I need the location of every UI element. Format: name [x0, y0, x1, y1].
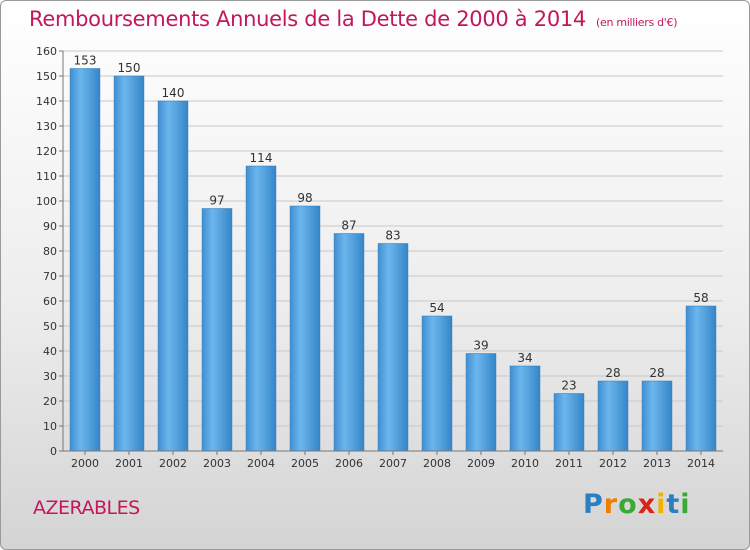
location-name: AZERABLES — [33, 497, 140, 519]
x-tick-label: 2005 — [291, 457, 319, 470]
y-tick-label: 100 — [36, 195, 57, 208]
chart-unit: (en milliers d'€) — [596, 16, 678, 29]
bar-value-label: 97 — [209, 194, 224, 208]
x-tick-label: 2009 — [467, 457, 495, 470]
y-tick-label: 160 — [36, 45, 57, 58]
y-tick-label: 60 — [43, 295, 57, 308]
bar-value-label: 150 — [118, 61, 141, 75]
y-tick-label: 50 — [43, 320, 57, 333]
logo-letter: t — [666, 489, 681, 520]
x-tick-label: 2004 — [247, 457, 275, 470]
y-tick-label: 130 — [36, 120, 57, 133]
x-tick-label: 2007 — [379, 457, 407, 470]
y-axis: 0 10 20 30 40 50 60 70 80 90 100 110 120 130 140 150 160 — [36, 45, 64, 458]
y-tick-label: 10 — [43, 420, 57, 433]
bar — [465, 353, 497, 452]
x-tick-label: 2008 — [423, 457, 451, 470]
y-tick-label: 40 — [43, 345, 57, 358]
bar — [333, 233, 365, 452]
bar-value-label: 87 — [341, 219, 356, 233]
x-axis: 2000 2001 2002 2003 2004 2005 2006 2007 2008 2009… — [63, 450, 723, 470]
y-tick-label: 90 — [43, 220, 57, 233]
x-tick-label: 2010 — [511, 457, 539, 470]
x-tick-label: 2013 — [643, 457, 671, 470]
y-tick-label: 70 — [43, 270, 57, 283]
x-tick-label: 2002 — [159, 457, 187, 470]
y-tick-label: 20 — [43, 395, 57, 408]
logo-letter: i — [656, 489, 667, 520]
bar — [113, 75, 145, 452]
value-labels: 153 150 140 97 114 98 87 83 54 39 34 23 28 28 58 — [74, 54, 709, 393]
bars — [69, 68, 717, 452]
bar — [201, 208, 233, 452]
y-tick-label: 120 — [36, 145, 57, 158]
logo-letter: P — [583, 489, 604, 520]
bar — [69, 68, 101, 452]
bar-value-label: 83 — [385, 229, 400, 243]
bar-value-label: 114 — [250, 151, 273, 165]
x-tick-label: 2006 — [335, 457, 363, 470]
proxiti-logo: Proxiti — [583, 489, 691, 520]
logo-letter: r — [603, 489, 619, 520]
chart-title-text: Remboursements Annuels de la Dette de 20… — [29, 7, 586, 31]
x-tick-label: 2012 — [599, 457, 627, 470]
bar-value-label: 34 — [517, 351, 532, 365]
y-tick-label: 140 — [36, 95, 57, 108]
bar-value-label: 39 — [473, 339, 488, 353]
bar — [289, 205, 321, 452]
logo-letter: o — [618, 489, 638, 520]
bar-value-label: 28 — [649, 366, 664, 380]
chart-title: Remboursements Annuels de la Dette de 20… — [29, 7, 677, 31]
y-tick-label: 110 — [36, 170, 57, 183]
x-tick-label: 2001 — [115, 457, 143, 470]
bar — [553, 393, 585, 452]
bar-value-label: 28 — [605, 366, 620, 380]
bar-value-label: 54 — [429, 301, 444, 315]
bar — [421, 315, 453, 452]
y-tick-label: 150 — [36, 70, 57, 83]
bar — [641, 380, 673, 452]
logo-letter: i — [680, 489, 691, 520]
x-tick-label: 2003 — [203, 457, 231, 470]
x-tick-label: 2011 — [555, 457, 583, 470]
y-tick-label: 0 — [50, 445, 57, 458]
logo-letter: x — [637, 489, 657, 520]
bar — [509, 365, 541, 452]
y-tick-label: 30 — [43, 370, 57, 383]
bar — [245, 165, 277, 452]
bar-value-label: 140 — [162, 86, 185, 100]
x-tick-label: 2014 — [687, 457, 715, 470]
bar-value-label: 98 — [297, 191, 312, 205]
bar — [377, 243, 409, 452]
x-tick-label: 2000 — [71, 457, 99, 470]
bar-value-label: 58 — [693, 291, 708, 305]
bar-value-label: 153 — [74, 54, 97, 68]
bar — [685, 305, 717, 452]
y-tick-label: 80 — [43, 245, 57, 258]
bar-value-label: 23 — [561, 379, 576, 393]
bar — [597, 380, 629, 452]
bar — [157, 100, 189, 452]
